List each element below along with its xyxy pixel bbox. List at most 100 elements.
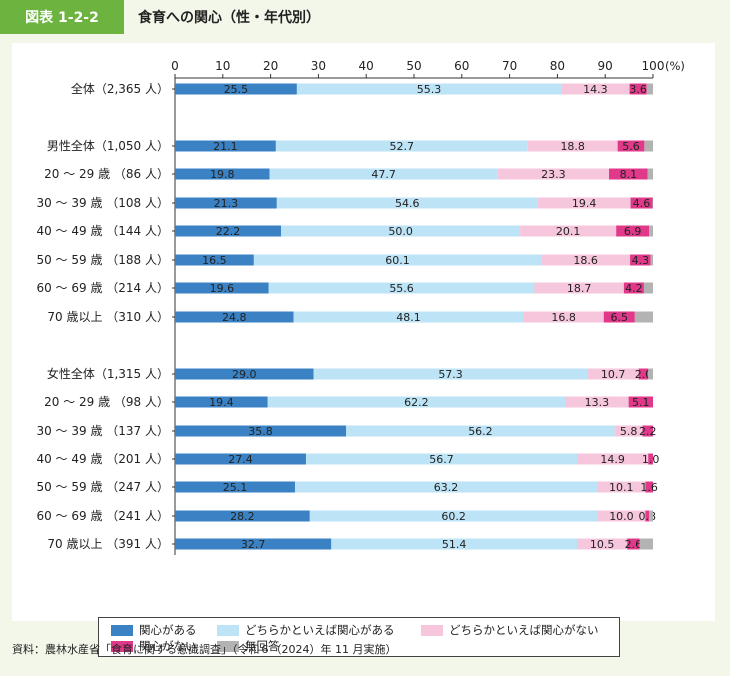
legend-label: どちらかといえば関心がない bbox=[449, 623, 599, 637]
bar-segment bbox=[175, 225, 282, 237]
bar-segment bbox=[630, 197, 653, 209]
bar-segment bbox=[634, 311, 653, 323]
bar-segment bbox=[603, 311, 635, 323]
bar-segment bbox=[647, 168, 653, 180]
bar-segment bbox=[175, 282, 269, 294]
data-label: 19.4 bbox=[572, 197, 597, 210]
data-label: 35.8 bbox=[248, 425, 273, 438]
data-label: 18.8 bbox=[560, 140, 585, 153]
bar-segment bbox=[269, 168, 498, 180]
bar-segment bbox=[523, 311, 604, 323]
legend-label: どちらかといえば関心がある bbox=[245, 623, 395, 637]
data-label: 18.6 bbox=[573, 254, 598, 267]
bar-segment bbox=[175, 254, 254, 266]
data-label: 62.2 bbox=[404, 396, 429, 409]
data-label: 25.1 bbox=[223, 481, 248, 494]
bar-segment bbox=[576, 538, 628, 550]
bar-segment bbox=[309, 510, 598, 522]
bar-segment bbox=[623, 282, 644, 294]
data-label: 56.7 bbox=[429, 453, 454, 466]
chart-panel: 0 10 20 30 40 50 60 70 80 90 100 (%) 全体（2,365 人） 25.5… bbox=[12, 43, 715, 657]
bar-segment bbox=[576, 453, 649, 465]
data-label: 13.3 bbox=[585, 396, 610, 409]
legend-item: どちらかといえば関心がない bbox=[421, 622, 599, 638]
bar-segment bbox=[587, 368, 639, 380]
bar-segment bbox=[627, 538, 640, 550]
data-label: 21.3 bbox=[214, 197, 239, 210]
x-tick-label: 90 bbox=[598, 59, 613, 73]
legend-swatch bbox=[217, 640, 239, 652]
data-label: 56.2 bbox=[468, 425, 493, 438]
bar-segment bbox=[541, 254, 631, 266]
bar-segment bbox=[648, 453, 653, 465]
legend: 関心がある どちらかといえば関心がある どちらかといえば関心がない関心がない 無回答 bbox=[98, 617, 620, 657]
bar-segment bbox=[616, 225, 650, 237]
legend-label: 無回答 bbox=[245, 639, 280, 653]
data-label: 6.5 bbox=[611, 311, 629, 324]
legend-item: 関心がある bbox=[111, 622, 197, 638]
bar-segment bbox=[296, 83, 562, 95]
bar-segment bbox=[175, 396, 268, 408]
legend-label: 関心がない bbox=[139, 639, 197, 653]
category-label: 30 ～ 39 歳 （108 人） bbox=[36, 196, 169, 210]
category-label: 全体（2,365 人） bbox=[71, 81, 169, 96]
bar-segment bbox=[646, 83, 653, 95]
bar-segment bbox=[253, 254, 542, 266]
data-label: 21.1 bbox=[213, 140, 238, 153]
category-label: 20 ～ 29 歳 （98 人） bbox=[44, 395, 169, 409]
bar-segment bbox=[597, 510, 646, 522]
data-label: 5.6 bbox=[622, 140, 640, 153]
bar-segment bbox=[643, 282, 653, 294]
category-label: 70 歳以上 （391 人） bbox=[47, 537, 169, 551]
bar-segment bbox=[534, 282, 624, 294]
bar-segment bbox=[268, 282, 535, 294]
bar-segment bbox=[638, 368, 649, 380]
data-label: 50.0 bbox=[388, 225, 413, 238]
data-label: 5.1 bbox=[632, 396, 650, 409]
category-label: 60 ～ 69 歳 （241 人） bbox=[36, 509, 169, 523]
bar-segment bbox=[305, 453, 577, 465]
data-label: 54.6 bbox=[395, 197, 420, 210]
bar-segment bbox=[276, 197, 538, 209]
data-label: 55.3 bbox=[417, 83, 442, 96]
x-tick-label: 40 bbox=[359, 59, 374, 73]
category-label: 50 ～ 59 歳 （247 人） bbox=[36, 480, 169, 494]
data-label: 4.3 bbox=[632, 254, 650, 267]
category-label: 女性全体（1,315 人） bbox=[47, 366, 169, 381]
data-label: 6.9 bbox=[624, 225, 642, 238]
x-tick-label: 100 bbox=[642, 59, 665, 73]
bar-segment bbox=[644, 140, 653, 152]
legend-swatch bbox=[111, 624, 133, 636]
data-label: 51.4 bbox=[442, 538, 467, 551]
x-tick-label: 70 bbox=[502, 59, 517, 73]
bar-segment bbox=[281, 225, 521, 237]
data-label: 1.6 bbox=[640, 481, 658, 494]
bar-segment bbox=[293, 311, 524, 323]
data-label: 10.1 bbox=[609, 481, 634, 494]
category-label: 50 ～ 59 歳 （188 人） bbox=[36, 253, 169, 267]
bar-segment bbox=[520, 225, 617, 237]
bar-segment bbox=[630, 254, 651, 266]
page-title: 食育への関心（性・年代別） bbox=[138, 10, 320, 26]
x-tick-label: 50 bbox=[406, 59, 421, 73]
x-unit-label: (%) bbox=[665, 59, 685, 73]
bar-segment bbox=[537, 197, 631, 209]
bar-segment bbox=[175, 481, 295, 493]
bar-segment bbox=[628, 396, 653, 408]
bar-segment bbox=[175, 510, 310, 522]
x-tick-label: 60 bbox=[454, 59, 469, 73]
data-label: 47.7 bbox=[371, 168, 396, 181]
data-label: 3.6 bbox=[629, 83, 647, 96]
data-label: 29.0 bbox=[232, 368, 257, 381]
legend-item: 関心がない bbox=[111, 638, 197, 654]
data-label: 22.2 bbox=[216, 225, 241, 238]
data-label: 57.3 bbox=[438, 368, 463, 381]
bar-segment bbox=[175, 368, 314, 380]
stacked-bar-chart: 0 10 20 30 40 50 60 70 80 90 100 (%) 全体（2,365 人） 25.5… bbox=[36, 59, 685, 555]
category-label: 40 ～ 49 歳 （201 人） bbox=[36, 452, 169, 466]
data-label: 19.4 bbox=[209, 396, 234, 409]
bar-segment bbox=[614, 425, 643, 437]
bar-segment bbox=[649, 510, 653, 522]
x-tick-label: 80 bbox=[550, 59, 565, 73]
bar-segment bbox=[497, 168, 610, 180]
